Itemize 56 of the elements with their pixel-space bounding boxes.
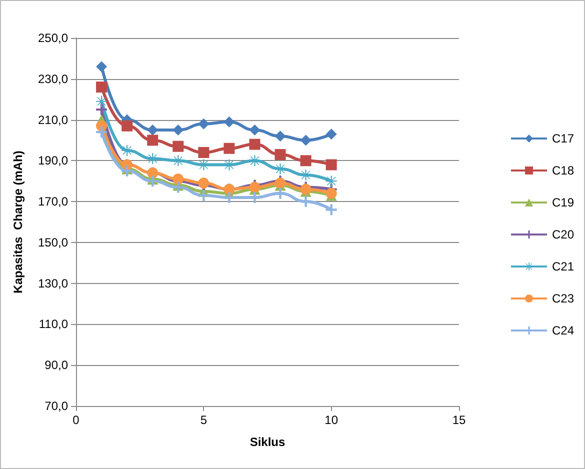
point bbox=[198, 159, 210, 170]
point bbox=[224, 192, 235, 203]
legend-label: C21 bbox=[552, 260, 574, 274]
point bbox=[326, 204, 337, 216]
y-tick-label: 150,0 bbox=[38, 235, 68, 250]
point bbox=[274, 149, 286, 160]
y-tick-label: 70,0 bbox=[44, 399, 68, 413]
point bbox=[172, 140, 184, 152]
legend-label: C23 bbox=[552, 292, 574, 306]
legend-label: C17 bbox=[552, 132, 574, 146]
point bbox=[96, 126, 108, 138]
point bbox=[224, 116, 235, 128]
point bbox=[326, 176, 337, 187]
y-tick-label: 190,0 bbox=[38, 154, 68, 168]
point bbox=[274, 130, 286, 142]
point bbox=[172, 124, 184, 136]
y-tick-label: 210,0 bbox=[38, 112, 68, 127]
x-tick-label: 15 bbox=[452, 413, 466, 427]
point bbox=[96, 61, 108, 72]
point bbox=[198, 190, 210, 201]
point bbox=[326, 128, 337, 140]
y-tick-label: 110,0 bbox=[38, 317, 68, 332]
point bbox=[274, 163, 286, 174]
legend-label: C24 bbox=[552, 324, 574, 338]
point bbox=[122, 120, 133, 132]
legend-label: C20 bbox=[552, 228, 574, 242]
point bbox=[249, 155, 260, 166]
y-tick-label: 170,0 bbox=[38, 194, 68, 209]
x-tick-label: 5 bbox=[200, 413, 208, 427]
point bbox=[198, 146, 210, 158]
point bbox=[224, 159, 235, 170]
y-axis-title: Kapasitas Charge (mAh) bbox=[11, 150, 25, 294]
x-axis-title: Siklus bbox=[250, 435, 286, 449]
point bbox=[249, 138, 260, 150]
y-tick-label: 230,0 bbox=[38, 72, 68, 86]
x-tick-label: 10 bbox=[324, 413, 338, 427]
point bbox=[96, 82, 108, 93]
y-tick-label: 250,0 bbox=[38, 31, 68, 45]
point bbox=[326, 159, 337, 170]
point bbox=[300, 169, 312, 180]
point bbox=[249, 124, 260, 136]
point bbox=[300, 155, 312, 166]
point bbox=[147, 134, 158, 146]
y-tick-label: 90,0 bbox=[44, 358, 68, 372]
y-tick-label: 130,0 bbox=[38, 276, 68, 290]
point bbox=[96, 96, 108, 107]
legend-label: C19 bbox=[552, 196, 574, 210]
point bbox=[147, 153, 158, 164]
point bbox=[274, 188, 286, 199]
point bbox=[224, 142, 235, 154]
x-tick-label: 0 bbox=[72, 413, 80, 427]
legend-label: C18 bbox=[552, 164, 574, 178]
point bbox=[198, 118, 210, 130]
point bbox=[300, 134, 312, 146]
point bbox=[122, 144, 133, 156]
point bbox=[172, 155, 184, 166]
